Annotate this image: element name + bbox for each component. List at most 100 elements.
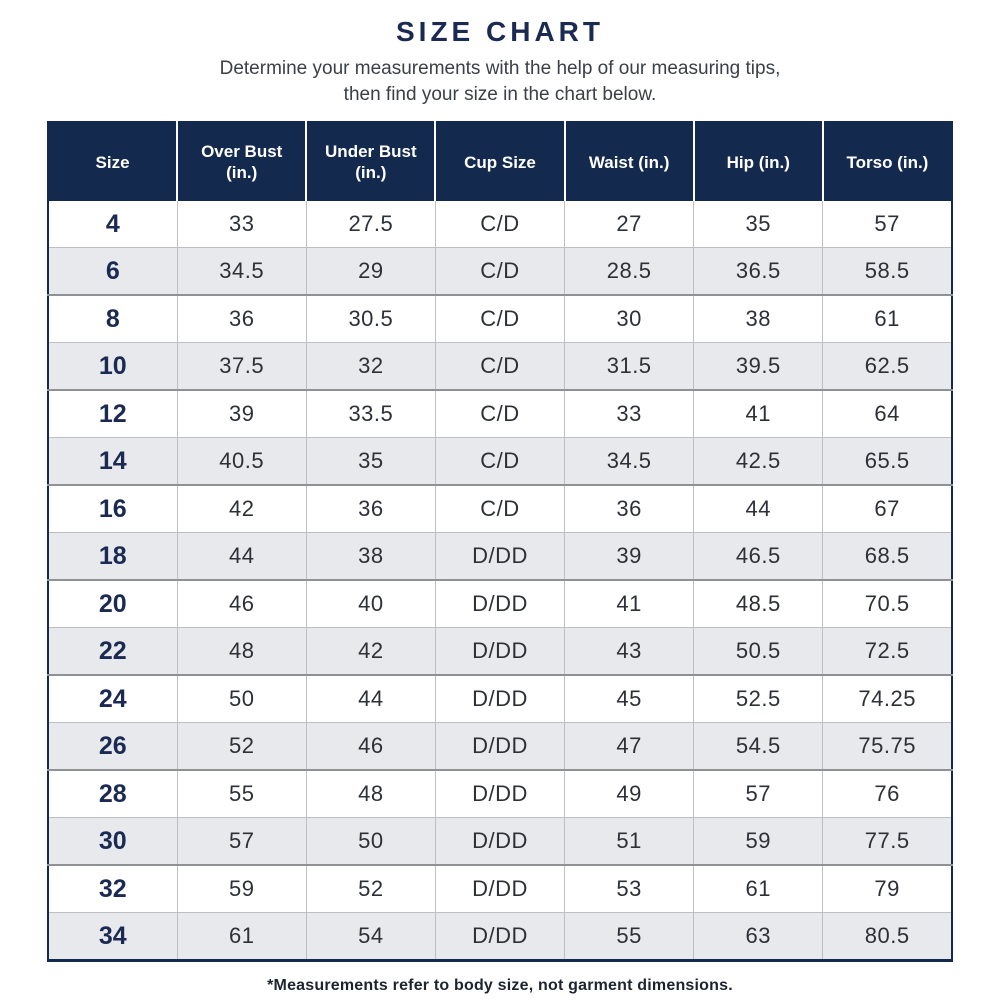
data-cell: 29 [306,247,436,297]
data-cell: 28.5 [564,247,695,297]
data-cell: 47 [564,722,695,772]
size-cell: 34 [48,912,178,962]
data-cell: D/DD [435,580,566,629]
data-cell: 57 [822,201,953,249]
data-cell: 45 [564,675,695,724]
size-cell: 14 [48,437,178,487]
data-cell: 36 [564,485,695,534]
data-cell: C/D [435,201,566,249]
table-row: 16 42 36 C/D 36 44 67 [48,485,953,534]
data-cell: 27.5 [306,201,436,249]
data-cell: 79 [822,865,953,914]
size-cell: 10 [48,342,178,392]
size-cell: 4 [48,201,178,249]
data-cell: D/DD [435,817,566,867]
data-cell: 32 [306,342,436,392]
data-cell: D/DD [435,770,566,819]
table-row: 10 37.5 32 C/D 31.5 39.5 62.5 [48,342,953,392]
measurements-footnote: *Measurements refer to body size, not ga… [267,977,733,995]
data-cell: 40 [306,580,436,629]
data-cell: 36 [177,295,307,344]
data-cell: 52.5 [693,675,824,724]
data-cell: 49 [564,770,695,819]
size-cell: 24 [48,675,178,724]
table-row: 24 50 44 D/DD 45 52.5 74.25 [48,675,953,724]
data-cell: 37.5 [177,342,307,392]
table-row: 8 36 30.5 C/D 30 38 61 [48,295,953,344]
data-cell: 39 [177,390,307,439]
data-cell: D/DD [435,865,566,914]
data-cell: 77.5 [822,817,953,867]
data-cell: 51 [564,817,695,867]
data-cell: 33 [564,390,695,439]
table-row: 4 33 27.5 C/D 27 35 57 [48,201,953,249]
table-row: 22 48 42 D/DD 43 50.5 72.5 [48,627,953,677]
data-cell: 36 [306,485,436,534]
size-cell: 6 [48,247,178,297]
data-cell: 42 [306,627,436,677]
data-cell: 64 [822,390,953,439]
data-cell: 44 [177,532,307,582]
table-row: 34 61 54 D/DD 55 63 80.5 [48,912,953,962]
data-cell: 54 [306,912,436,962]
page-title: SIZE CHART [396,16,604,47]
size-cell: 30 [48,817,178,867]
data-cell: 75.75 [822,722,953,772]
data-cell: 30.5 [306,295,436,344]
data-cell: 34.5 [177,247,307,297]
data-cell: 39 [564,532,695,582]
data-cell: 27 [564,201,695,249]
data-cell: 57 [693,770,824,819]
table-row: 30 57 50 D/DD 51 59 77.5 [48,817,953,867]
data-cell: 52 [306,865,436,914]
data-cell: 39.5 [693,342,824,392]
data-cell: 61 [177,912,307,962]
size-chart-table: Size Over Bust (in.) Under Bust (in.) Cup S… [47,121,953,963]
data-cell: 46 [177,580,307,629]
data-cell: 33 [177,201,307,249]
data-cell: D/DD [435,627,566,677]
size-cell: 12 [48,390,178,439]
column-header: Hip (in.) [693,122,824,202]
table-row: 12 39 33.5 C/D 33 41 64 [48,390,953,439]
data-cell: C/D [435,390,566,439]
data-cell: 68.5 [822,532,953,582]
data-cell: 43 [564,627,695,677]
column-header: Over Bust (in.) [177,122,308,202]
data-cell: 70.5 [822,580,953,629]
data-cell: D/DD [435,532,566,582]
data-cell: 46 [306,722,436,772]
data-cell: 57 [177,817,307,867]
column-header: Under Bust (in.) [306,122,437,202]
data-cell: 74.25 [822,675,953,724]
data-cell: 48 [177,627,307,677]
data-cell: 50.5 [693,627,824,677]
size-cell: 20 [48,580,178,629]
subtitle-line-1: Determine your measurements with the hel… [219,58,781,79]
table-row: 32 59 52 D/DD 53 61 79 [48,865,953,914]
data-cell: 58.5 [822,247,953,297]
data-cell: 41 [693,390,824,439]
data-cell: 55 [564,912,695,962]
data-cell: 50 [177,675,307,724]
data-cell: 65.5 [822,437,953,487]
data-cell: 34.5 [564,437,695,487]
data-cell: D/DD [435,675,566,724]
table-row: 14 40.5 35 C/D 34.5 42.5 65.5 [48,437,953,487]
data-cell: C/D [435,295,566,344]
table-body: 4 33 27.5 C/D 27 35 57 6 34.5 29 C/D 28.5 36.5 58.5 8 3… [48,201,953,962]
data-cell: C/D [435,342,566,392]
size-cell: 16 [48,485,178,534]
table-row: 18 44 38 D/DD 39 46.5 68.5 [48,532,953,582]
data-cell: 50 [306,817,436,867]
data-cell: 36.5 [693,247,824,297]
size-cell: 8 [48,295,178,344]
data-cell: 38 [306,532,436,582]
size-cell: 32 [48,865,178,914]
header-row: Size Over Bust (in.) Under Bust (in.) Cup S… [48,122,952,202]
data-cell: 33.5 [306,390,436,439]
data-cell: C/D [435,247,566,297]
data-cell: 48.5 [693,580,824,629]
size-cell: 18 [48,532,178,582]
data-cell: 48 [306,770,436,819]
